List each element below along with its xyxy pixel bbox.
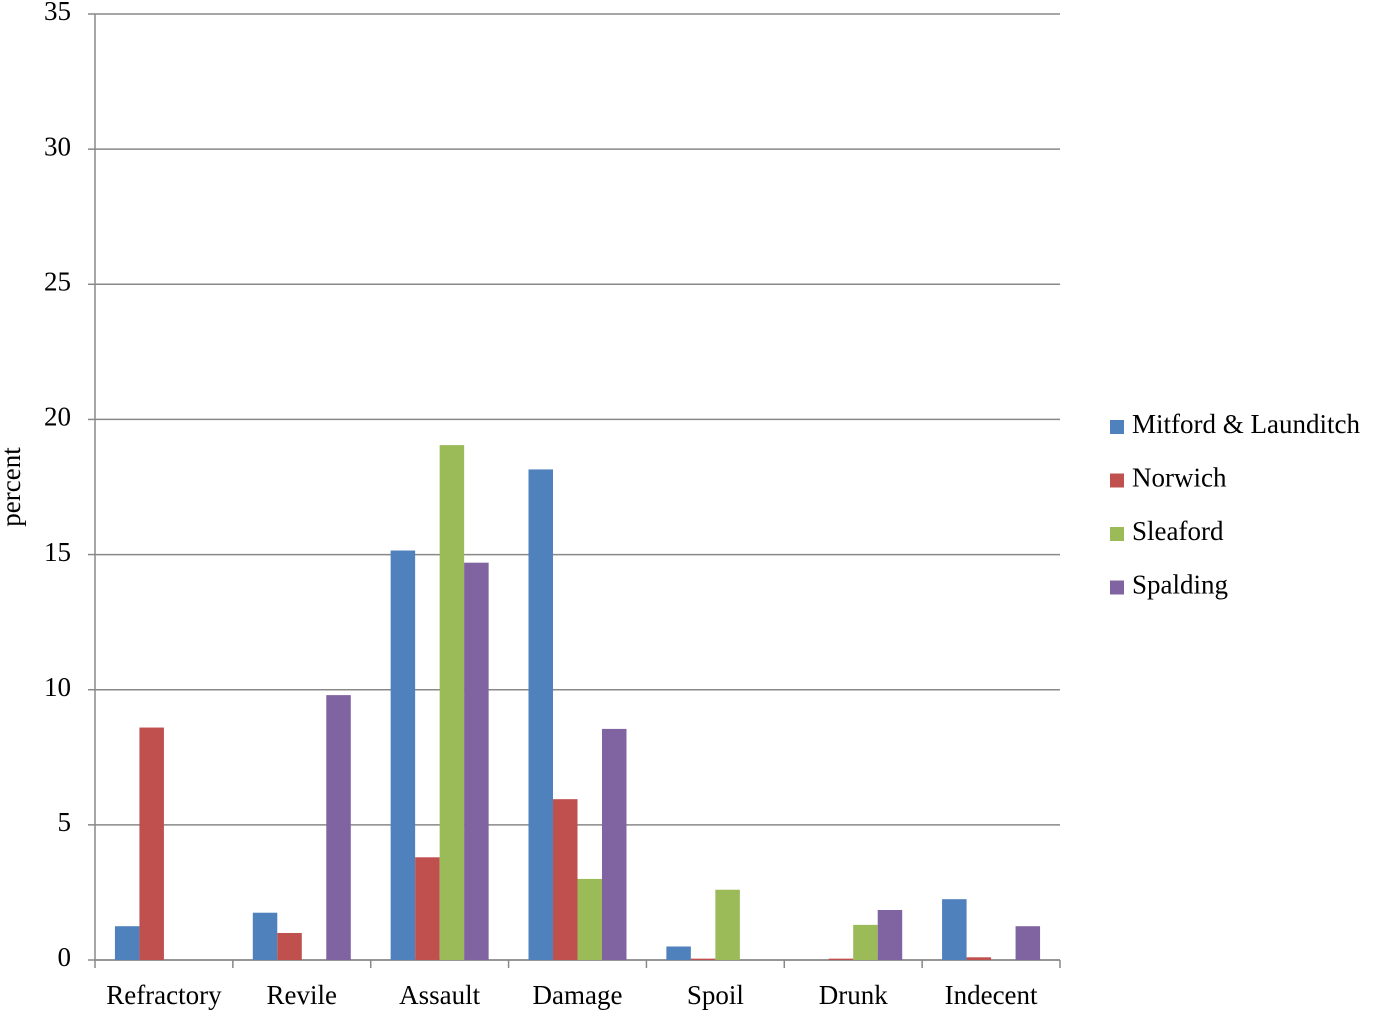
y-tick-label: 35 [44,0,71,26]
bar [666,946,691,960]
y-tick-label: 20 [44,402,71,432]
legend-swatch [1110,580,1124,595]
bar [415,857,440,960]
x-tick-label: Damage [533,980,623,1010]
x-tick-label: Indecent [945,980,1038,1010]
x-tick-label: Refractory [106,980,222,1010]
bar [528,469,553,960]
y-tick-label: 15 [44,537,71,567]
y-tick-label: 5 [58,807,72,837]
legend-label: Spalding [1132,570,1228,600]
legend-swatch [1110,420,1124,434]
bar [577,878,602,960]
legend-swatch [1110,473,1124,488]
bar [139,727,164,960]
y-tick-label: 10 [44,672,71,702]
bar [326,695,351,960]
bar [877,909,903,960]
y-tick-label: 30 [44,131,71,161]
bar [715,889,740,960]
bar [1015,926,1041,960]
bar [439,445,465,960]
bar [464,562,489,960]
y-tick-label: 25 [44,266,71,296]
x-tick-label: Drunk [819,980,888,1010]
bar [114,926,140,960]
legend-label: Norwich [1132,463,1227,493]
x-tick-label: Assault [399,980,480,1010]
legend-swatch [1110,527,1124,541]
y-axis-label: percent [0,447,26,527]
bar [252,912,278,960]
legend-label: Sleaford [1132,516,1224,546]
bar [942,899,967,960]
legend-label: Mitford & Launditch [1132,409,1360,439]
bar [690,958,716,960]
x-tick-label: Revile [267,980,337,1010]
bar [602,728,627,960]
y-tick-label: 0 [58,942,72,972]
bar [828,958,854,960]
bar [390,550,416,960]
bar [277,932,302,960]
bar [553,799,578,960]
x-tick-label: Spoil [687,980,744,1010]
bar [853,924,878,960]
bar [966,957,992,960]
